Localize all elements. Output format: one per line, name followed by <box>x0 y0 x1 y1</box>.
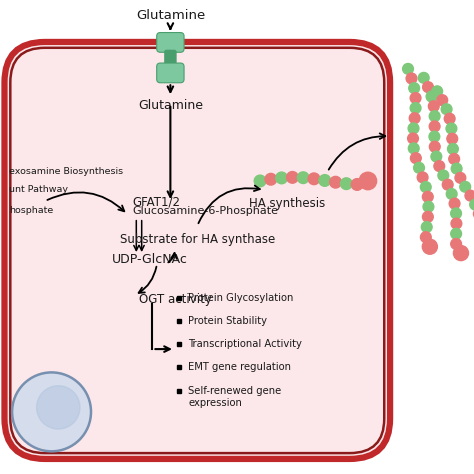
Circle shape <box>422 191 433 202</box>
Text: unt Pathway: unt Pathway <box>9 185 68 194</box>
Circle shape <box>460 182 471 192</box>
Text: Self-renewed gene: Self-renewed gene <box>188 386 282 396</box>
Circle shape <box>276 172 287 184</box>
Circle shape <box>442 179 453 190</box>
Circle shape <box>359 172 377 190</box>
Circle shape <box>451 208 461 219</box>
Circle shape <box>408 133 419 144</box>
Circle shape <box>422 211 433 222</box>
Text: Transcriptional Activity: Transcriptional Activity <box>188 339 302 349</box>
Text: Glucosamine-6-Phosphate: Glucosamine-6-Phosphate <box>132 206 278 216</box>
Circle shape <box>444 113 455 124</box>
Circle shape <box>447 133 457 144</box>
Circle shape <box>426 91 437 102</box>
Circle shape <box>423 201 434 212</box>
Circle shape <box>429 131 440 142</box>
Text: expression: expression <box>188 398 242 408</box>
Text: Protein Stability: Protein Stability <box>188 316 267 326</box>
Text: hosphate: hosphate <box>9 206 53 215</box>
Circle shape <box>449 198 460 209</box>
Circle shape <box>434 161 445 172</box>
Circle shape <box>438 170 449 181</box>
Circle shape <box>12 373 91 451</box>
Circle shape <box>432 86 443 97</box>
Circle shape <box>441 104 452 115</box>
Text: HA synthesis: HA synthesis <box>249 197 325 210</box>
Circle shape <box>447 189 457 200</box>
Text: EMT gene regulation: EMT gene regulation <box>188 363 292 373</box>
Circle shape <box>410 103 421 113</box>
Text: Protein Glycosylation: Protein Glycosylation <box>188 292 294 302</box>
Circle shape <box>423 82 433 92</box>
FancyBboxPatch shape <box>4 42 390 459</box>
Circle shape <box>410 92 421 103</box>
Circle shape <box>455 173 466 183</box>
Circle shape <box>420 182 431 192</box>
Circle shape <box>422 239 438 254</box>
Text: OGT activity: OGT activity <box>139 293 212 306</box>
Circle shape <box>451 218 462 229</box>
Circle shape <box>454 246 468 261</box>
Circle shape <box>254 175 266 187</box>
Text: Glutamine: Glutamine <box>138 100 203 112</box>
Circle shape <box>428 101 439 111</box>
Circle shape <box>417 172 428 183</box>
Circle shape <box>297 172 309 183</box>
Circle shape <box>36 386 80 429</box>
Circle shape <box>406 73 417 84</box>
Circle shape <box>437 95 447 106</box>
Circle shape <box>409 143 419 154</box>
Circle shape <box>421 222 432 232</box>
Circle shape <box>451 238 462 249</box>
Circle shape <box>429 111 440 122</box>
FancyBboxPatch shape <box>157 33 184 52</box>
Circle shape <box>420 232 431 243</box>
Circle shape <box>409 113 420 124</box>
Circle shape <box>419 73 429 83</box>
Circle shape <box>431 151 442 162</box>
Circle shape <box>408 123 419 134</box>
Circle shape <box>429 121 440 132</box>
Circle shape <box>451 228 462 239</box>
FancyBboxPatch shape <box>157 63 184 83</box>
Circle shape <box>410 153 421 164</box>
Circle shape <box>402 64 413 74</box>
Circle shape <box>319 174 330 186</box>
Circle shape <box>465 190 474 201</box>
Circle shape <box>351 179 363 190</box>
Text: Substrate for HA synthase: Substrate for HA synthase <box>119 233 275 246</box>
Circle shape <box>451 163 462 174</box>
Circle shape <box>470 199 474 210</box>
Circle shape <box>446 123 457 134</box>
Circle shape <box>340 178 352 190</box>
Text: GFAT1/2: GFAT1/2 <box>132 196 180 209</box>
Circle shape <box>287 172 298 183</box>
Text: exosamine Biosynthesis: exosamine Biosynthesis <box>9 167 123 176</box>
Circle shape <box>447 144 458 155</box>
FancyBboxPatch shape <box>164 50 176 65</box>
Circle shape <box>429 141 440 152</box>
Circle shape <box>265 173 277 185</box>
Circle shape <box>409 83 419 93</box>
Circle shape <box>308 173 320 185</box>
Text: Glutamine: Glutamine <box>136 9 205 22</box>
Circle shape <box>330 176 341 188</box>
Circle shape <box>449 154 460 164</box>
Circle shape <box>414 163 424 173</box>
Text: UDP-GlcNAc: UDP-GlcNAc <box>112 253 188 266</box>
